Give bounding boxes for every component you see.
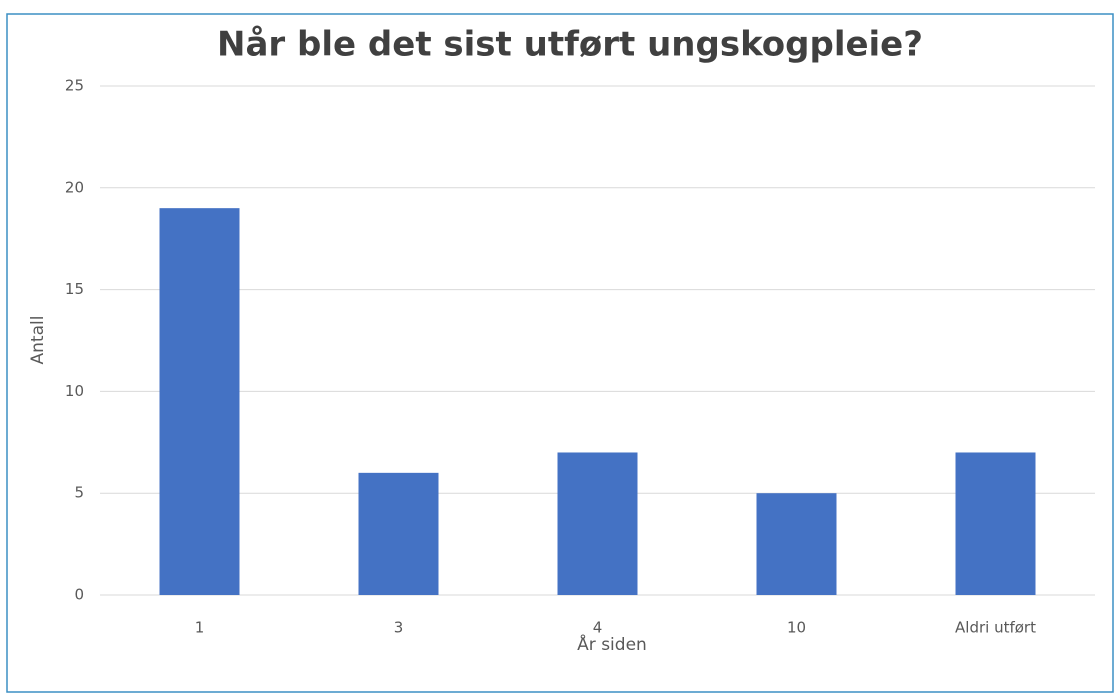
chart-title: Når ble det sist utført ungskogpleie? [217,25,923,65]
y-axis-title: Antall [28,316,48,365]
x-tick-label: 4 [593,619,603,637]
bar [358,472,439,595]
bar [557,452,638,595]
x-tick-label: 1 [195,619,205,637]
y-tick-label: 20 [65,178,84,196]
x-tick-label: 10 [787,619,806,637]
bar [955,452,1036,595]
y-tick-label: 10 [65,382,84,400]
y-tick-label: 0 [74,586,84,604]
x-axis-title: År siden [577,633,647,655]
y-tick-label: 25 [65,77,84,95]
y-tick-label: 5 [74,484,84,502]
x-tick-label: 3 [394,619,404,637]
x-tick-label: Aldri utført [955,619,1036,637]
bar [159,208,240,595]
y-tick-label: 15 [65,280,84,298]
bar [756,493,837,595]
